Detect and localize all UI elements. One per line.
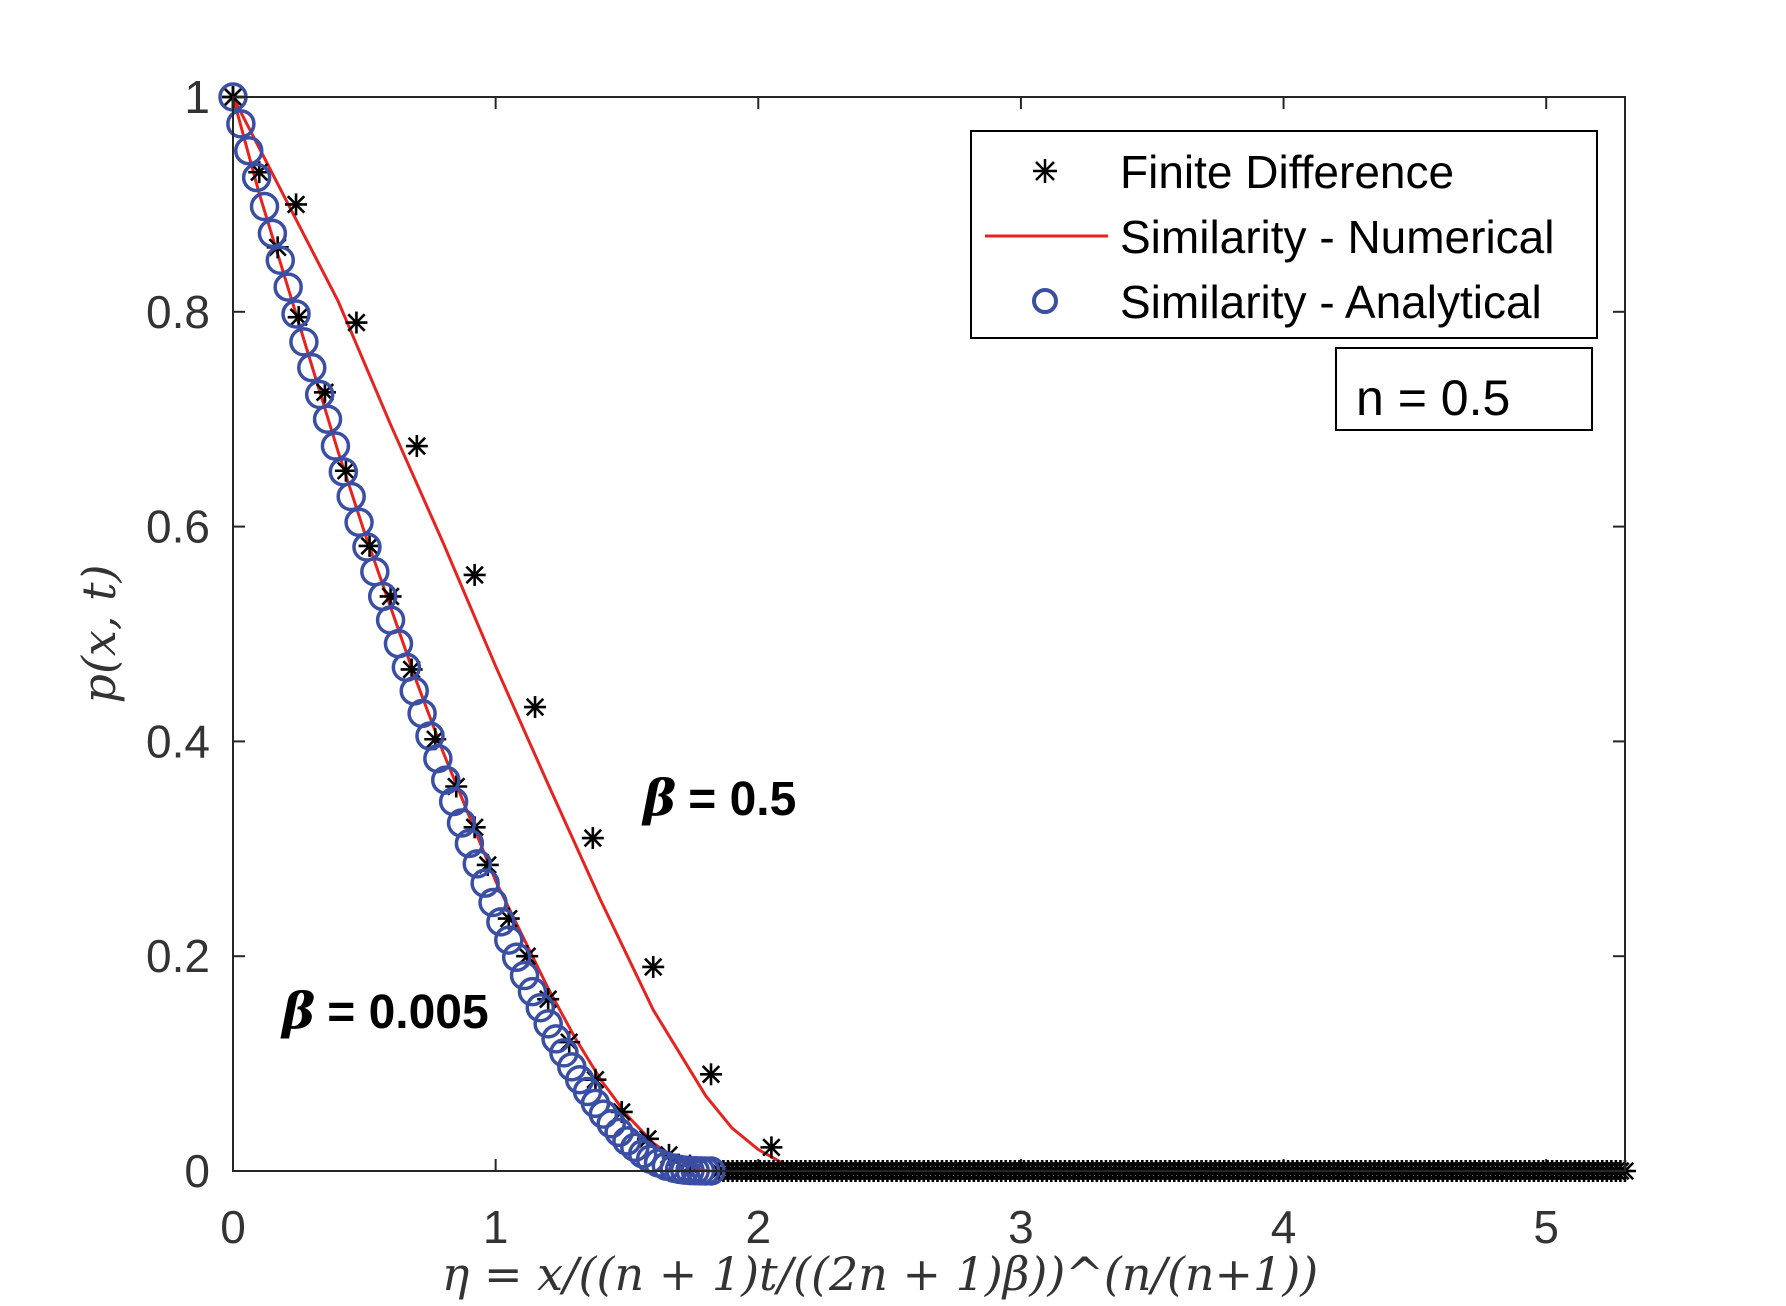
- analytical-point: [604, 1117, 634, 1148]
- finite-difference-point: [285, 193, 308, 216]
- y-tick-label: 0: [184, 1145, 210, 1197]
- analytical-point: [249, 191, 280, 222]
- y-tick-label: 0.6: [146, 501, 210, 553]
- analytical-point: [470, 868, 500, 898]
- n-value-text: n = 0.5: [1356, 370, 1510, 426]
- analytical-point: [257, 218, 288, 249]
- plot-frame: [232, 96, 1626, 1172]
- finite-difference-point: [700, 1063, 723, 1086]
- annotation-beta-high: β = 0.5: [641, 768, 796, 827]
- analytical-point: [549, 1038, 579, 1068]
- analytical-point: [462, 849, 493, 879]
- y-tick-label: 0.8: [146, 286, 210, 338]
- x-tick-label: 2: [745, 1201, 771, 1253]
- x-tick-label: 5: [1533, 1201, 1559, 1253]
- annotation-beta-low-symbol: β: [280, 981, 315, 1040]
- x-tick-label: 1: [483, 1201, 509, 1253]
- analytical-point: [533, 1009, 563, 1039]
- analytical-point: [596, 1108, 626, 1139]
- analytical-point: [588, 1099, 619, 1129]
- analytical-point: [312, 404, 343, 434]
- annotation-beta-high-symbol: β: [641, 768, 676, 827]
- labels-layer: 0 1 2 3 4 500.20.40.60.81η = x/((n + 1)t/((2n…: [72, 71, 1559, 1301]
- analytical-point: [501, 942, 532, 973]
- analytical-point: [281, 299, 311, 329]
- finite-difference-point: [405, 435, 428, 458]
- finite-difference-point: [345, 311, 368, 334]
- analytical-point: [234, 135, 264, 166]
- analytical-point: [494, 925, 524, 955]
- analytical-point: [226, 109, 256, 139]
- analytical-point: [541, 1024, 571, 1054]
- annotation-beta-low-value: = 0.005: [327, 986, 488, 1039]
- x-tick-label: 4: [1271, 1201, 1297, 1253]
- n-value-box: [1335, 347, 1593, 431]
- analytical-point: [265, 245, 296, 275]
- analytical-point: [486, 907, 516, 937]
- finite-difference-point: [379, 585, 402, 608]
- y-tick-label: 1: [184, 71, 210, 123]
- analytical-point: [454, 828, 485, 859]
- legend-label-finite-difference: Finite Difference: [1120, 146, 1454, 198]
- analytical-point: [320, 431, 351, 461]
- finite-difference-point: [760, 1136, 783, 1159]
- legend-label-numerical: Similarity - Numerical: [1120, 211, 1554, 263]
- analytical-point: [297, 352, 327, 383]
- analytical-point: [336, 481, 366, 512]
- analytical-point: [517, 976, 548, 1007]
- analytical-point: [273, 272, 303, 302]
- y-tick-label: 0.2: [146, 930, 210, 982]
- legend-marker-analytical: [1032, 288, 1058, 314]
- finite-difference-point: [358, 534, 381, 557]
- finite-difference-point: [334, 459, 357, 482]
- finite-difference-point: [581, 827, 604, 850]
- analytical-point: [627, 1139, 658, 1169]
- series-3: [222, 86, 701, 1177]
- legend-label-analytical: Similarity - Analytical: [1120, 276, 1542, 328]
- legend-marker-finite-difference: [1033, 159, 1057, 183]
- analytical-point: [478, 887, 508, 918]
- legend: Finite Difference Similarity - Numerical…: [970, 130, 1598, 339]
- annotation-beta-low: β = 0.005: [280, 981, 489, 1040]
- y-axis-label: p(x, t): [72, 564, 126, 703]
- series-5: [218, 82, 726, 1186]
- y-tick-label: 0.4: [146, 715, 210, 767]
- analytical-point: [241, 162, 272, 193]
- analytical-point: [446, 808, 477, 838]
- analytical-point: [525, 993, 556, 1023]
- annotation-beta-high-value: = 0.5: [688, 773, 796, 826]
- analytical-point: [289, 327, 319, 357]
- analytical-point: [509, 960, 540, 991]
- x-tick-label: 0: [220, 1201, 246, 1253]
- finite-difference-point: [642, 955, 665, 978]
- finite-difference-point: [463, 563, 486, 586]
- x-axis-label: η = x/((n + 1)t/((2n + 1)β))^(n/(n+1)): [442, 1247, 1318, 1301]
- x-tick-label: 3: [1008, 1201, 1034, 1253]
- finite-difference-point: [524, 696, 547, 719]
